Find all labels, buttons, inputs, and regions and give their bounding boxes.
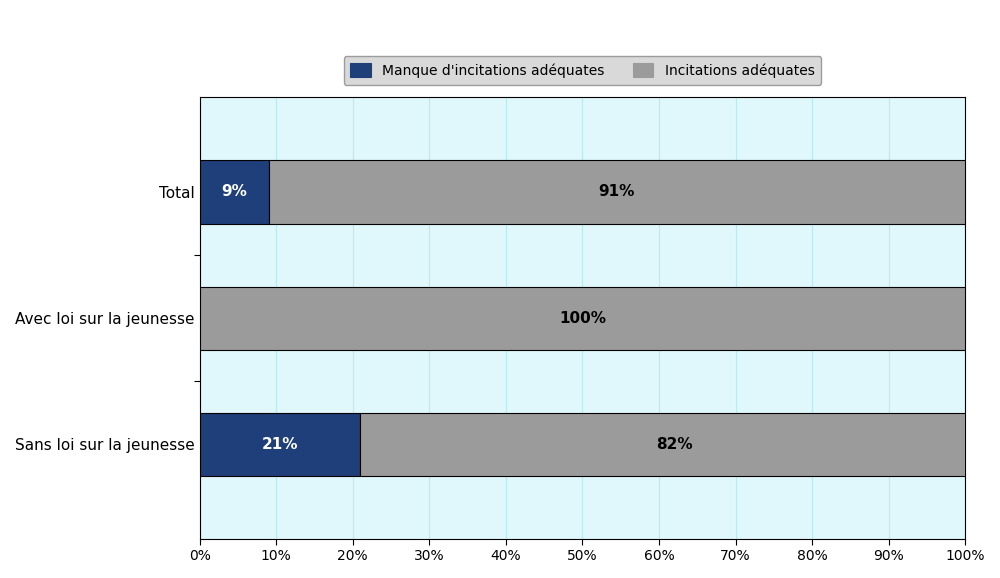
Bar	[200, 161, 269, 224]
Text: 9%: 9%	[221, 184, 247, 199]
Bar	[360, 413, 988, 476]
Bar	[269, 161, 965, 224]
Legend: Manque d'incitations adéquates, Incitations adéquates: Manque d'incitations adéquates, Incitati…	[344, 56, 821, 84]
Text: 100%: 100%	[559, 310, 606, 325]
Text: 91%: 91%	[599, 184, 635, 199]
Bar	[200, 413, 360, 476]
Bar	[200, 287, 965, 350]
Text: 82%: 82%	[656, 436, 693, 451]
Text: 21%: 21%	[262, 436, 298, 451]
